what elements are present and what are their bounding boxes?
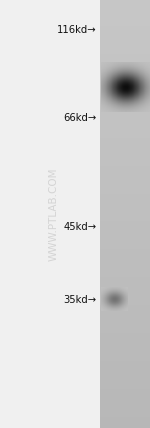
- Text: WWW.PTLAB.COM: WWW.PTLAB.COM: [49, 167, 59, 261]
- Text: 66kd→: 66kd→: [63, 113, 97, 123]
- Text: 45kd→: 45kd→: [64, 222, 97, 232]
- Text: 116kd→: 116kd→: [57, 25, 97, 35]
- Text: 35kd→: 35kd→: [64, 294, 97, 305]
